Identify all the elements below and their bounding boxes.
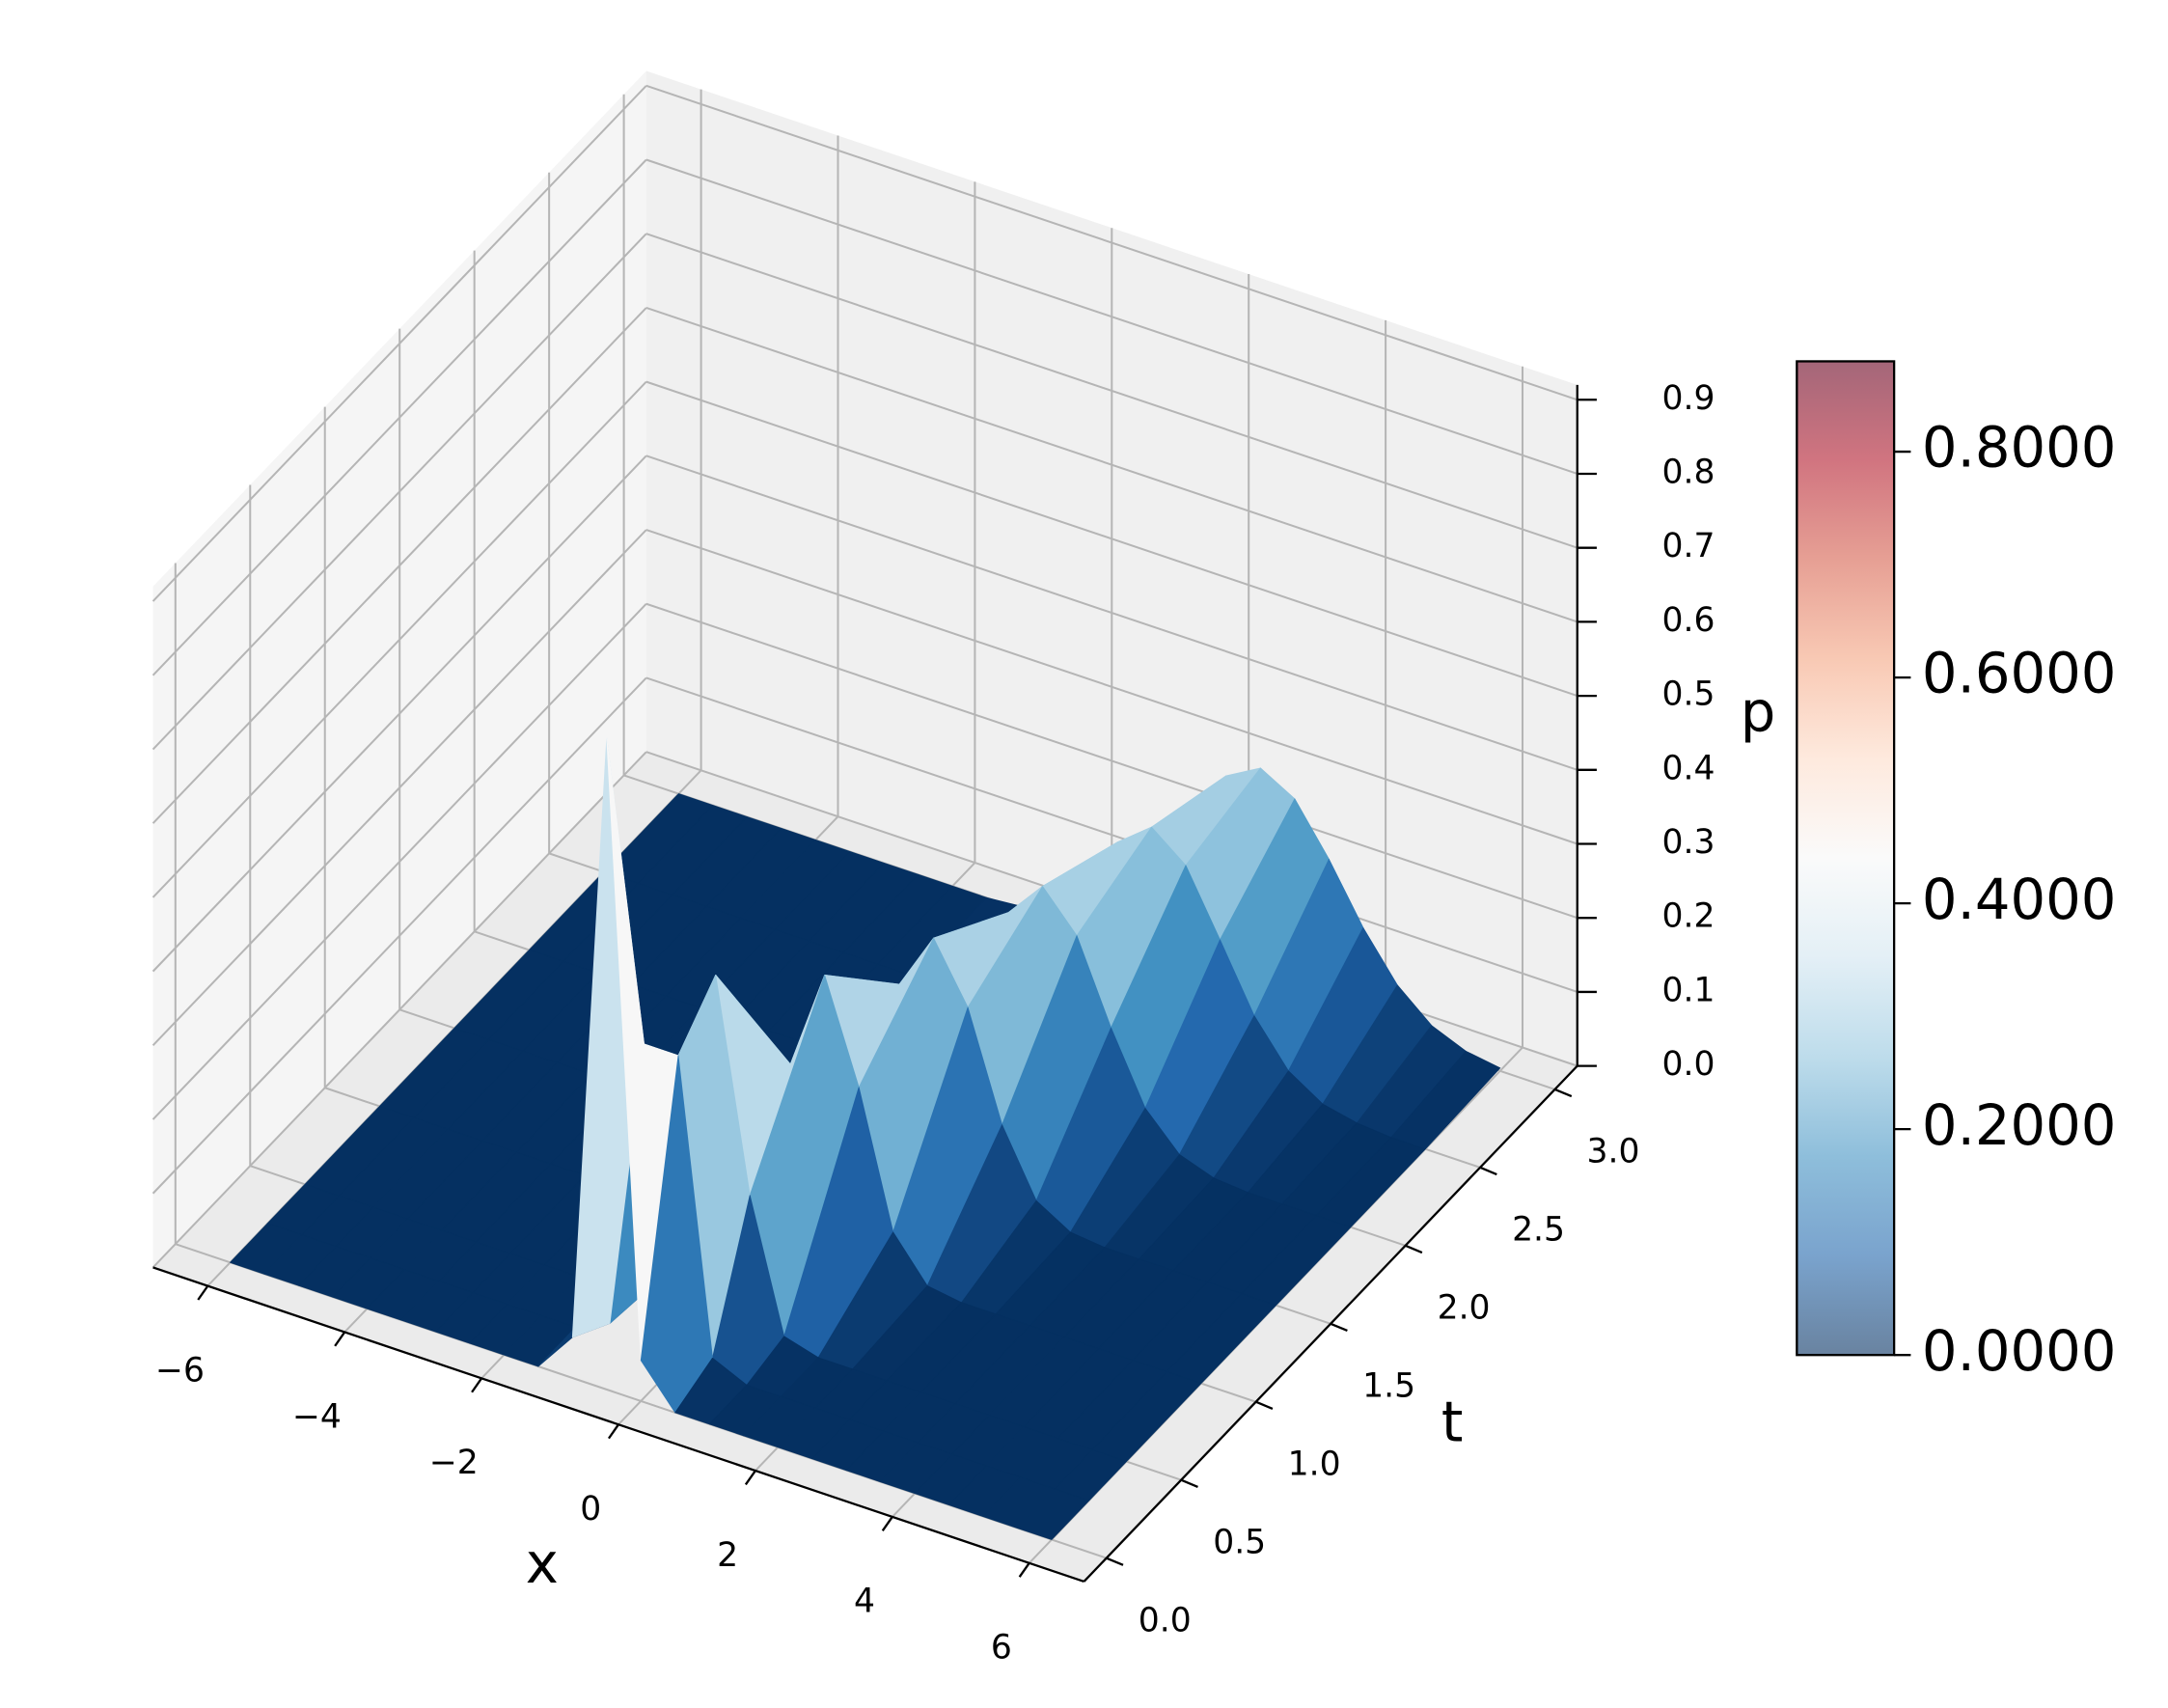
grid-line xyxy=(151,307,647,824)
t-tick-label: 2.0 xyxy=(1438,1289,1491,1328)
surface-patch xyxy=(1017,1488,1090,1540)
grid-line xyxy=(151,455,647,973)
p-tick-label: 0.3 xyxy=(1662,823,1715,862)
grid-line xyxy=(645,306,1578,623)
grid-line xyxy=(151,380,647,898)
t-axis-label: t xyxy=(1441,1390,1464,1454)
t-tick xyxy=(1479,1166,1497,1176)
t-tick xyxy=(1554,1088,1573,1098)
x-tick-label: −4 xyxy=(292,1397,342,1436)
grid-line xyxy=(645,158,1578,475)
p-tick-label: 0.0 xyxy=(1662,1045,1715,1084)
x-tick xyxy=(744,1470,756,1486)
t-tick-label: 2.5 xyxy=(1512,1211,1565,1250)
grid-line xyxy=(645,455,1578,771)
p-tick-label: 0.7 xyxy=(1662,527,1715,565)
p-tick-label: 0.8 xyxy=(1662,453,1715,491)
t-tick xyxy=(1405,1244,1423,1254)
t-tick xyxy=(1180,1478,1198,1488)
colorbar xyxy=(1796,360,1896,1357)
x-tick xyxy=(1018,1562,1030,1578)
t-tick-label: 0.5 xyxy=(1213,1523,1266,1561)
grid-line xyxy=(151,676,647,1195)
grid-line xyxy=(151,529,647,1047)
t-tick xyxy=(1255,1400,1274,1411)
x-tick-label: 2 xyxy=(717,1536,738,1575)
colorbar-tick-label: 0.8000 xyxy=(1922,416,2117,481)
colorbar-tick-label: 0.2000 xyxy=(1922,1093,2117,1158)
t-tick xyxy=(1106,1556,1124,1566)
p-tick-label: 0.9 xyxy=(1662,379,1715,418)
grid-line xyxy=(645,529,1578,845)
colorbar-tick-label: 0.4000 xyxy=(1922,868,2117,932)
x-tick-label: 0 xyxy=(580,1490,601,1529)
x-axis-label: x xyxy=(526,1531,559,1596)
colorbar-tick-label: 0.0000 xyxy=(1922,1319,2117,1384)
grid-line xyxy=(645,233,1578,549)
grid-line xyxy=(645,602,1578,920)
x-tick-label: 4 xyxy=(854,1583,875,1621)
grid-line xyxy=(151,233,647,751)
p-axis-label: p xyxy=(1741,679,1776,744)
grid-line xyxy=(645,676,1578,993)
grid-line xyxy=(151,85,647,602)
grid-line xyxy=(151,158,647,676)
colorbar-tick-label: 0.6000 xyxy=(1922,642,2117,706)
grid-line xyxy=(645,380,1578,698)
x-axis-line xyxy=(152,1266,1084,1584)
x-tick-label: 6 xyxy=(991,1629,1012,1667)
t-tick-label: 0.0 xyxy=(1139,1601,1192,1639)
p-tick-label: 0.2 xyxy=(1662,897,1715,936)
x-tick xyxy=(334,1331,346,1347)
t-tick-label: 1.5 xyxy=(1362,1367,1415,1406)
x-tick xyxy=(608,1423,619,1440)
grid-line xyxy=(645,84,1578,401)
grid-line xyxy=(151,603,647,1120)
p-tick-label: 0.6 xyxy=(1662,601,1715,640)
grid-line xyxy=(151,751,647,1269)
p-tick-label: 0.5 xyxy=(1662,675,1715,714)
x-tick-label: −2 xyxy=(429,1444,479,1482)
x-tick xyxy=(471,1377,483,1393)
p-tick-label: 0.1 xyxy=(1662,971,1715,1009)
p-tick-label: 0.4 xyxy=(1662,749,1715,787)
x-tick xyxy=(881,1516,893,1531)
t-tick-label: 3.0 xyxy=(1587,1133,1640,1171)
t-tick-label: 1.0 xyxy=(1288,1445,1341,1483)
x-tick-label: −6 xyxy=(155,1351,205,1390)
t-tick xyxy=(1330,1322,1348,1333)
x-tick xyxy=(197,1284,209,1301)
